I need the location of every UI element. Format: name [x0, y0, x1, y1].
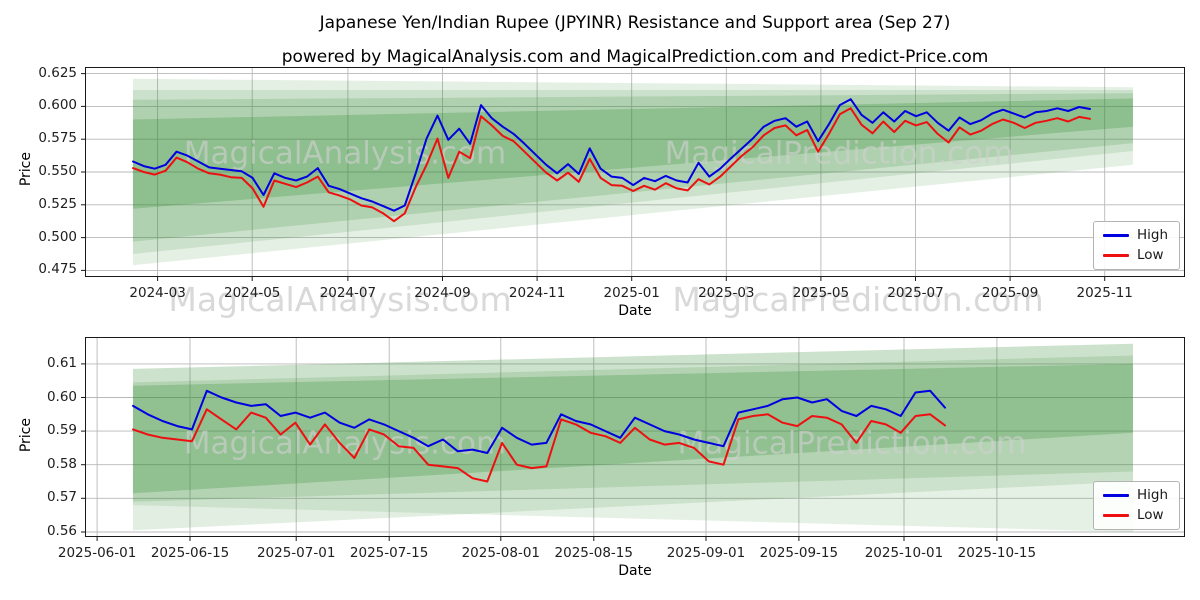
legend-label-high: High [1137, 227, 1169, 243]
x-tick-label: 2024-05 [223, 285, 281, 301]
y-tick-label: 0.600 [38, 97, 77, 114]
x-tick-label: 2025-06-01 [57, 545, 137, 561]
watermark-magicalprediction: MagicalPrediction.com [672, 280, 1044, 319]
jpyinr-weekly-plot: MagicalAnalysis.com MagicalPrediction.com [81, 67, 1185, 281]
high-line-swatch [1103, 494, 1129, 498]
series-high-line [132, 389, 946, 454]
page-title: Japanese Yen/Indian Rupee (JPYINR) Resis… [319, 13, 951, 33]
y-tick-label: 0.56 [46, 522, 77, 539]
x-tick-label: 2025-08-01 [461, 545, 541, 561]
x-tick-label: 2025-08-15 [554, 545, 633, 561]
x-tick-label: 2025-07-01 [256, 545, 336, 561]
x-tick-label: 2025-10-01 [864, 545, 944, 561]
x-axis-label-bottom: Date [618, 563, 652, 579]
x-tick-label: 2024-03 [129, 285, 186, 301]
low-line-swatch [1103, 253, 1129, 257]
x-tick-label: 2025-01 [603, 285, 660, 301]
plot-frame [85, 67, 1185, 277]
x-tick-label: 2025-09-15 [759, 545, 839, 561]
x-axis-label-top: Date [618, 303, 652, 319]
y-tick-label: 0.525 [38, 195, 77, 212]
high-line-swatch [1103, 234, 1129, 238]
series-high-line [132, 98, 1091, 212]
legend-bottom: High Low [1093, 481, 1181, 530]
x-tick-label: 2025-05 [792, 285, 850, 301]
watermark: MagicalPrediction.com [678, 426, 1027, 462]
x-tick-label: 2024-11 [508, 285, 566, 301]
y-tick-label: 0.475 [38, 261, 77, 278]
legend-label-low: Low [1137, 246, 1164, 263]
y-tick-label: 0.60 [46, 388, 77, 405]
y-tick-label: 0.625 [38, 64, 77, 81]
y-tick-label: 0.575 [38, 130, 77, 147]
y-tick-label: 0.550 [38, 163, 77, 179]
legend-label-low: Low [1137, 506, 1164, 523]
support-resistance-band [132, 98, 1133, 209]
y-tick-label: 0.61 [46, 354, 77, 371]
y-tick-label: 0.58 [46, 455, 77, 472]
plot-frame [85, 337, 1185, 537]
y-tick-label: 0.57 [46, 489, 77, 506]
x-tick-label: 2024-07 [319, 285, 377, 301]
legend-item-low: Low [1103, 506, 1168, 523]
watermark-magicalanalysis: MagicalAnalysis.com [168, 280, 512, 319]
x-tick-label: 2024-09 [414, 285, 471, 301]
y-tick-label: 0.59 [46, 422, 77, 439]
y-tick-label: 0.500 [38, 228, 77, 245]
support-resistance-band [132, 93, 1133, 242]
x-tick-label: 2025-03 [698, 285, 755, 301]
x-tick-label: 2025-06-15 [150, 545, 230, 561]
x-tick-label: 2025-10-15 [957, 545, 1037, 561]
legend-label-high: High [1137, 487, 1169, 503]
page-subtitle: powered by MagicalAnalysis.com and Magic… [281, 47, 989, 67]
legend-top: High Low [1093, 221, 1181, 270]
jpyinr-daily-plot: MagicalAnalysis.com MagicalPrediction.com [81, 337, 1185, 541]
support-resistance-band [132, 78, 1133, 266]
series-low-line [132, 408, 946, 483]
support-resistance-band [132, 343, 1133, 532]
x-tick-label: 2025-09-01 [666, 545, 746, 561]
x-tick-label: 2025-11 [1076, 285, 1133, 301]
support-resistance-band [132, 343, 1133, 531]
legend-item-low: Low [1103, 246, 1168, 263]
legend-item-high: High [1103, 227, 1169, 243]
watermark: MagicalAnalysis.com [184, 426, 506, 462]
x-tick-label: 2025-07-15 [349, 545, 429, 561]
x-tick-label: 2025-09 [981, 285, 1039, 301]
low-line-swatch [1103, 513, 1129, 517]
x-tick-label: 2025-07 [887, 285, 944, 301]
series-low-line [132, 107, 1091, 223]
legend-item-high: High [1103, 487, 1169, 503]
